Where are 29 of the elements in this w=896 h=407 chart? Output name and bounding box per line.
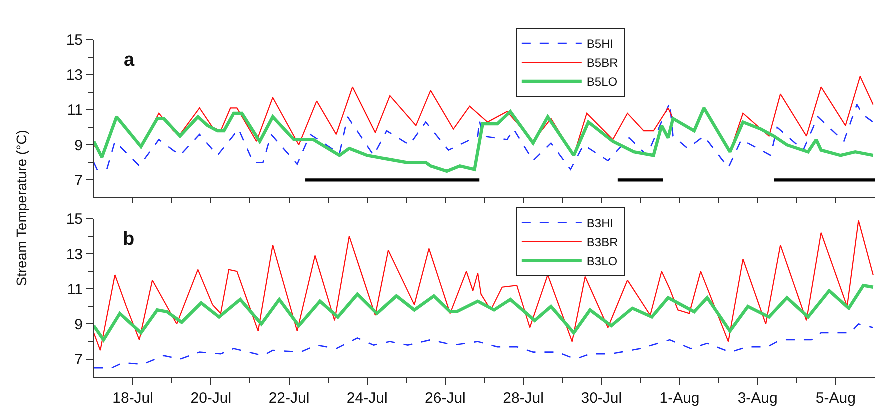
y-tick-label: 7 xyxy=(74,172,83,190)
x-tick-label: 20-Jul xyxy=(190,390,232,407)
x-tick-label: 18-Jul xyxy=(112,390,154,407)
x-tick-label: 1-Aug xyxy=(660,390,700,407)
x-tick-label: 30-Jul xyxy=(581,390,622,407)
annotation: b xyxy=(123,229,135,250)
legend-label: B5HI xyxy=(586,37,614,52)
y-tick-label: 15 xyxy=(66,32,83,50)
x-tick-label: 28-Jul xyxy=(503,390,544,407)
y-tick-label: 11 xyxy=(67,102,83,120)
y-tick-label: 9 xyxy=(74,137,83,154)
x-tick-label: 24-Jul xyxy=(346,390,388,407)
x-tick-label: 3-Aug xyxy=(738,390,778,407)
y-axis-title: Stream Temperature (°C) xyxy=(14,130,30,286)
legend-label: B5LO xyxy=(586,75,618,90)
y-tick-label: 15 xyxy=(66,211,83,228)
y-tick-label: 13 xyxy=(66,246,83,264)
legend-label: B3LO xyxy=(586,254,618,268)
x-tick-label: 22-Jul xyxy=(268,390,310,407)
legend-label: B3BR xyxy=(586,235,619,250)
annotation: a xyxy=(124,50,135,71)
y-tick-label: 9 xyxy=(74,316,83,334)
y-tick-label: 11 xyxy=(67,281,83,298)
legend-label: B3HI xyxy=(586,216,614,230)
y-tick-label: 7 xyxy=(74,352,83,369)
x-tick-label: 5-Aug xyxy=(816,390,856,407)
legend-label: B5BR xyxy=(586,56,619,70)
y-tick-label: 13 xyxy=(66,67,83,84)
x-tick-label: 26-Jul xyxy=(425,390,466,407)
